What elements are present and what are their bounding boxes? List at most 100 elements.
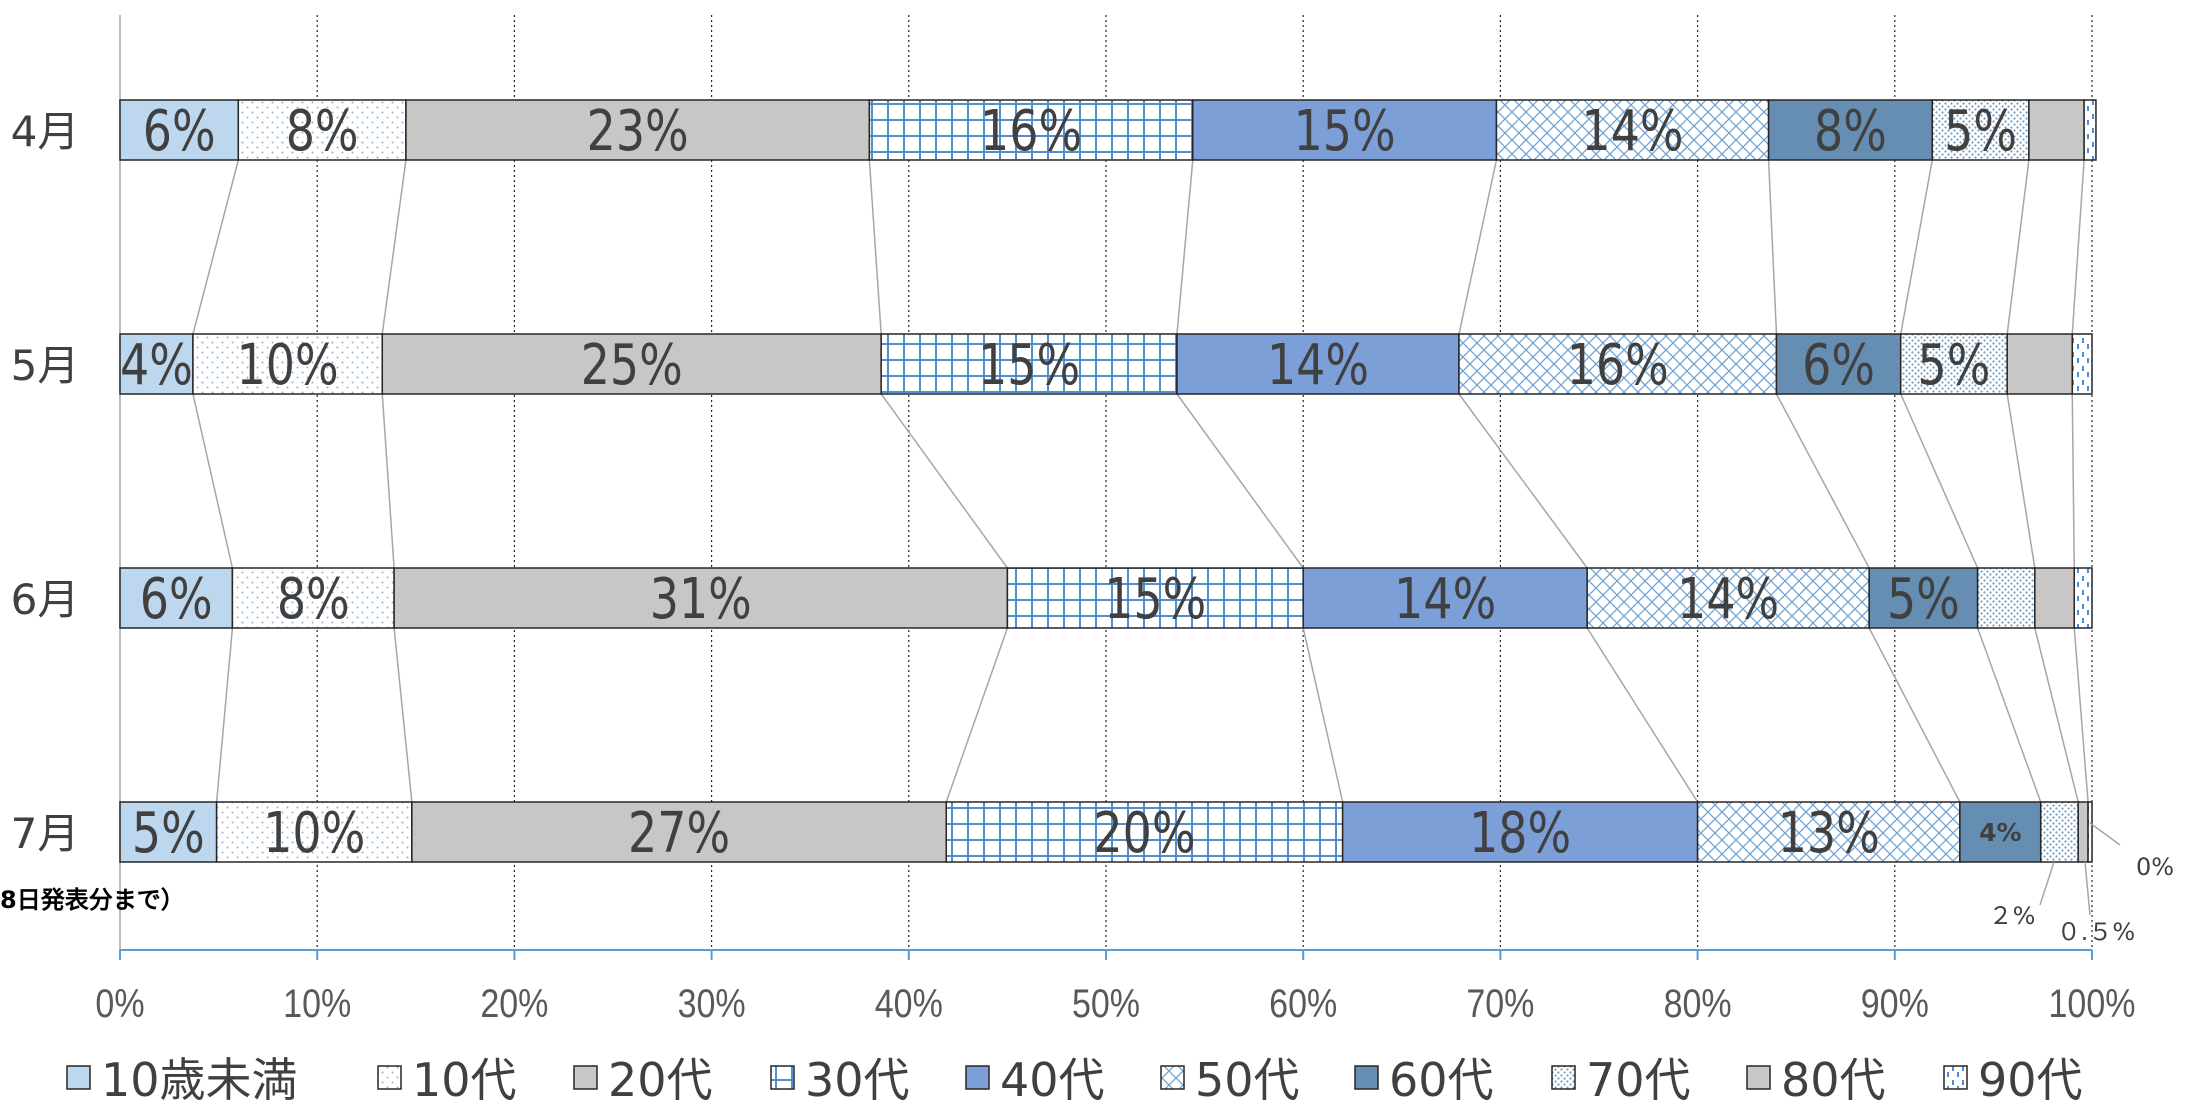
data-label: 15% xyxy=(978,333,1080,399)
data-label: 27% xyxy=(628,801,730,867)
bar-segment xyxy=(880,333,1178,395)
bar-segment xyxy=(1192,99,1498,161)
x-tick-label: 90% xyxy=(1861,980,1929,1025)
data-label: 6% xyxy=(143,99,216,165)
x-tick-label: 60% xyxy=(1269,980,1337,1025)
bar-segment xyxy=(405,99,871,161)
legend-swatch xyxy=(573,1065,598,1090)
note-text: 8日発表分まで） xyxy=(0,886,185,914)
connector-line xyxy=(393,627,413,803)
legend-label: 30代 xyxy=(805,1053,910,1107)
bar-segment xyxy=(381,333,882,395)
legend-label: 60代 xyxy=(1389,1053,1494,1107)
bar-segment xyxy=(2006,333,2074,395)
connector-line xyxy=(1767,159,1778,335)
x-tick-label: 0% xyxy=(95,980,144,1025)
data-label: 25% xyxy=(581,333,683,399)
legend-swatch xyxy=(770,1065,795,1090)
bar-segment xyxy=(2073,567,2093,629)
connector-line xyxy=(215,627,234,803)
bar-segment xyxy=(1006,567,1304,629)
legend-swatch xyxy=(1354,1065,1379,1090)
connector-line xyxy=(2071,159,2085,335)
annotations: 0% ２% ０.５% 8日発表分まで） xyxy=(0,822,2174,946)
x-tick-label: 30% xyxy=(678,980,746,1025)
connector-line xyxy=(1775,393,1870,569)
connector-line xyxy=(381,393,395,569)
bar-segment xyxy=(411,801,948,863)
bar-segment xyxy=(119,333,194,395)
bar-segment xyxy=(2039,801,2079,863)
bar-segment xyxy=(119,99,240,161)
legend-label: 10歳未満 xyxy=(101,1053,298,1107)
bar-segment xyxy=(945,801,1344,863)
annotation-label: 0% xyxy=(2136,853,2174,881)
annotation-label: ２% xyxy=(1989,902,2036,930)
x-tick-label: 70% xyxy=(1466,980,1534,1025)
legend-label: 20代 xyxy=(608,1053,713,1107)
category-label: 4月 xyxy=(11,107,80,156)
bar-segment xyxy=(1341,801,1699,863)
connector-line xyxy=(1586,627,1699,803)
data-label: 10% xyxy=(237,333,339,399)
data-label: 6% xyxy=(1802,333,1875,399)
connector-line xyxy=(1302,627,1344,803)
data-label: 5% xyxy=(1887,567,1960,633)
legend-label: 50代 xyxy=(1195,1053,1300,1107)
bar-segment xyxy=(1775,333,1902,395)
connector-line xyxy=(2006,159,2030,335)
legend-label: 70代 xyxy=(1586,1053,1691,1107)
legend-swatch xyxy=(1746,1065,1771,1090)
category-label: 5月 xyxy=(11,341,80,390)
annotation-label: ０.５% xyxy=(2057,918,2135,946)
data-label: 14% xyxy=(1267,333,1369,399)
bar-segment xyxy=(2028,99,2085,161)
data-label: 15% xyxy=(1104,567,1206,633)
bar-segment xyxy=(1767,99,1934,161)
annotation-leader xyxy=(2039,861,2055,906)
annotation-leader xyxy=(2084,861,2091,916)
legend-label: 80代 xyxy=(1781,1053,1886,1107)
bar-segment xyxy=(1176,333,1460,395)
axes: 4月 5月 6月 7月 0% 10% 20% 30% 40% 50% 60% 70% 80% 90% 100… xyxy=(11,107,2136,1026)
connector-line xyxy=(1899,159,1934,335)
legend-swatch xyxy=(1551,1065,1576,1090)
bars xyxy=(119,99,2097,863)
annotation-leader xyxy=(2089,822,2121,846)
connector-line xyxy=(381,159,407,335)
data-label: 4% xyxy=(1979,818,2021,847)
data-label: 15% xyxy=(1294,99,1396,165)
bar-segment xyxy=(2071,333,2093,395)
x-tick-label: 10% xyxy=(283,980,351,1025)
legend-label: 40代 xyxy=(1000,1053,1105,1107)
connector-line xyxy=(192,393,234,569)
data-label: 5% xyxy=(132,801,205,867)
legend-label: 90代 xyxy=(1978,1053,2083,1107)
connector-line xyxy=(2006,393,2036,569)
bar-segment xyxy=(2034,567,2076,629)
data-label: 5% xyxy=(1944,99,2017,165)
legend-swatch xyxy=(1943,1065,1968,1090)
data-label: 4% xyxy=(120,333,193,399)
legend-swatch xyxy=(66,1065,91,1090)
data-label: 16% xyxy=(1567,333,1669,399)
bar-segment xyxy=(119,801,218,863)
bar-segment xyxy=(1586,567,1870,629)
data-label: 18% xyxy=(1469,801,1571,867)
x-tick-label: 100% xyxy=(2049,980,2136,1025)
connector-line xyxy=(2034,627,2079,803)
connector-lines xyxy=(192,159,2089,803)
bar-segment xyxy=(1931,99,2030,161)
category-label: 6月 xyxy=(11,575,80,624)
bar-segment xyxy=(1302,567,1588,629)
connector-line xyxy=(1868,627,1961,803)
gridlines xyxy=(119,15,2093,950)
bar-segment xyxy=(2077,801,2089,863)
category-label: 7月 xyxy=(11,809,80,858)
bar-segment xyxy=(1976,567,2036,629)
bar-segment xyxy=(1495,99,1770,161)
data-label: 16% xyxy=(980,99,1082,165)
legend-swatch xyxy=(1160,1065,1185,1090)
bar-segment xyxy=(231,567,395,629)
data-label: 8% xyxy=(286,99,359,165)
